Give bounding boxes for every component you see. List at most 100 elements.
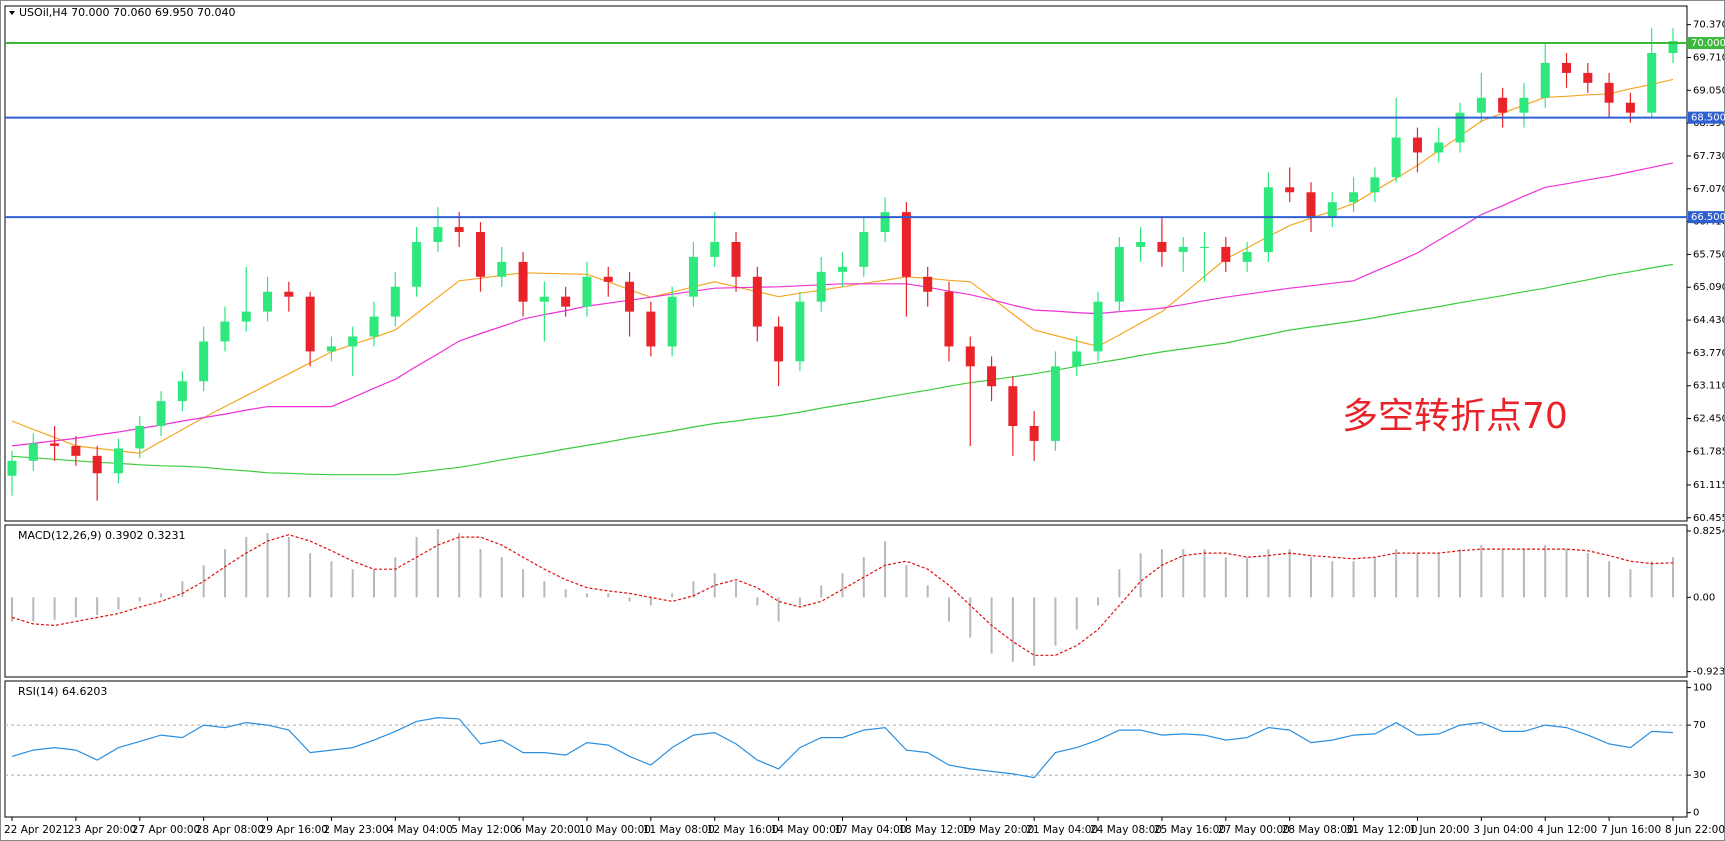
y-tick-label: 63.770 bbox=[1693, 348, 1725, 359]
x-tick-label: 4 Jun 12:00 bbox=[1537, 824, 1597, 836]
menu-arrow[interactable] bbox=[9, 11, 15, 15]
candle-body bbox=[965, 346, 975, 367]
x-tick-label: 19 May 20:00 bbox=[962, 824, 1034, 836]
y-tick-label: 64.430 bbox=[1693, 315, 1725, 326]
candle-body bbox=[1604, 82, 1614, 103]
candle-body bbox=[880, 212, 890, 233]
x-tick-label: 11 May 08:00 bbox=[643, 824, 715, 836]
macd-signal bbox=[11, 534, 1674, 656]
x-tick-label: 28 May 08:00 bbox=[1282, 824, 1354, 836]
x-tick-label: 1 Jun 20:00 bbox=[1409, 824, 1469, 836]
candle-body bbox=[305, 296, 315, 352]
y-tick-label: -0.9234 bbox=[1693, 667, 1725, 678]
y-tick-label: 100 bbox=[1693, 683, 1712, 694]
candle-body bbox=[901, 212, 911, 277]
x-tick-label: 3 Jun 04:00 bbox=[1473, 824, 1533, 836]
x-tick-label: 24 May 08:00 bbox=[1090, 824, 1162, 836]
candle-body bbox=[1647, 52, 1657, 113]
candle-body bbox=[838, 266, 847, 272]
candle-body bbox=[1242, 251, 1252, 262]
annotation: 多空转折点70 bbox=[1342, 396, 1568, 437]
candle-body bbox=[1327, 202, 1337, 218]
x-tick-label: 6 May 20:00 bbox=[515, 824, 580, 836]
candle-body bbox=[263, 291, 273, 312]
y-tick-label: 65.750 bbox=[1693, 249, 1725, 260]
candle-body bbox=[1583, 72, 1593, 83]
x-tick-label: 4 May 04:00 bbox=[387, 824, 452, 836]
candle-body bbox=[752, 276, 762, 327]
candle-body bbox=[944, 291, 954, 347]
candle-body bbox=[816, 271, 826, 302]
candle-body bbox=[1008, 386, 1018, 427]
y-tick-label: 30 bbox=[1693, 770, 1706, 781]
y-tick-label: 62.450 bbox=[1693, 414, 1725, 425]
candle-body bbox=[774, 326, 784, 362]
panel-frame bbox=[4, 524, 1688, 678]
level-label: 66.500 bbox=[1691, 212, 1725, 223]
level-label: 70.000 bbox=[1691, 38, 1725, 49]
x-tick-label: 27 May 00:00 bbox=[1218, 824, 1290, 836]
candle-body bbox=[561, 296, 571, 307]
x-tick-label: 22 Apr 2021 bbox=[4, 824, 69, 836]
candle-body bbox=[71, 445, 81, 456]
y-tick-label: 69.710 bbox=[1693, 52, 1725, 63]
x-tick-label: 31 May 12:00 bbox=[1346, 824, 1418, 836]
candle-body bbox=[475, 232, 485, 277]
candle-body bbox=[1455, 112, 1465, 143]
y-tick-label: 63.110 bbox=[1693, 381, 1725, 392]
candle-body bbox=[1178, 246, 1188, 252]
candle-body bbox=[1370, 177, 1380, 193]
x-tick-label: 18 May 12:00 bbox=[898, 824, 970, 836]
candle-body bbox=[326, 346, 336, 352]
y-tick-label: 0 bbox=[1693, 808, 1699, 819]
candle-body bbox=[710, 241, 720, 257]
chart-title: USOil,H4 70.000 70.060 69.950 70.040 bbox=[19, 6, 236, 19]
candle-body bbox=[348, 336, 358, 347]
panel-frame bbox=[4, 680, 1688, 818]
y-tick-label: 67.070 bbox=[1693, 184, 1725, 195]
x-tick-label: 12 May 16:00 bbox=[707, 824, 779, 836]
x-tick-label: 21 May 04:00 bbox=[1026, 824, 1098, 836]
candle-body bbox=[603, 276, 613, 282]
candle-body bbox=[1349, 192, 1359, 203]
candle-body bbox=[1476, 97, 1486, 113]
x-tick-label: 29 Apr 16:00 bbox=[260, 824, 328, 836]
y-tick-label: 65.090 bbox=[1693, 282, 1725, 293]
y-tick-label: 0.00 bbox=[1693, 592, 1715, 603]
candle-body bbox=[92, 455, 102, 474]
candle-body bbox=[369, 316, 379, 337]
level-label-box bbox=[1688, 211, 1724, 224]
candle-body bbox=[1114, 246, 1124, 302]
panel-frame bbox=[4, 5, 1688, 522]
candle-body bbox=[113, 448, 123, 474]
x-tick-label: 25 May 16:00 bbox=[1154, 824, 1226, 836]
candle-body bbox=[390, 286, 400, 317]
y-tick-label: 0.8254 bbox=[1693, 526, 1725, 537]
candle-body bbox=[539, 296, 549, 302]
candle-body bbox=[1625, 102, 1635, 113]
candle-body bbox=[1093, 301, 1103, 352]
level-label-box bbox=[1688, 111, 1724, 124]
candle-body bbox=[454, 227, 464, 233]
candle-body bbox=[625, 281, 635, 312]
candle-body bbox=[28, 443, 38, 461]
candle-body bbox=[795, 301, 805, 362]
y-tick-label: 70 bbox=[1693, 720, 1706, 731]
candle-body bbox=[7, 460, 17, 476]
candle-body bbox=[156, 401, 166, 427]
candle-body bbox=[135, 426, 145, 449]
candle-body bbox=[688, 256, 698, 297]
candle-body bbox=[1136, 241, 1146, 247]
y-tick-label: 61.785 bbox=[1693, 447, 1725, 458]
candle-body bbox=[284, 291, 294, 297]
y-tick-label: 67.730 bbox=[1693, 151, 1725, 162]
candle-body bbox=[199, 341, 209, 382]
candle-body bbox=[1200, 246, 1210, 248]
candle-body bbox=[1391, 137, 1401, 178]
candle-body bbox=[1306, 192, 1316, 218]
x-tick-label: 17 May 04:00 bbox=[835, 824, 907, 836]
candle-body bbox=[1540, 62, 1550, 98]
candle-body bbox=[1029, 426, 1039, 441]
